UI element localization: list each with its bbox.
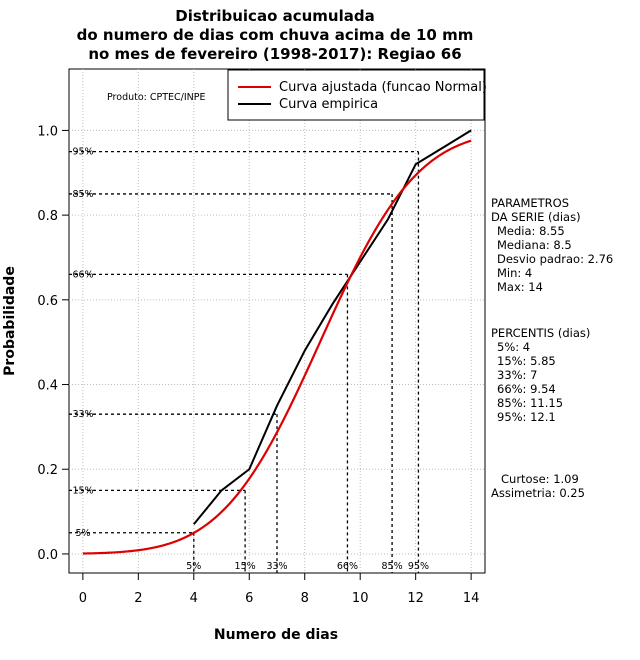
x-axis-label: Numero de dias <box>214 627 338 643</box>
fitted-normal-curve <box>82 139 472 555</box>
y-tick-label: 0.8 <box>37 209 58 224</box>
percentile-x-label: 5% <box>186 561 201 572</box>
empirical-curve <box>193 129 472 525</box>
y-axis-label: Probabilidade <box>2 266 18 376</box>
param-media: Media: 8.55 <box>497 224 565 238</box>
percentil-15: 15%: 5.85 <box>497 354 556 368</box>
legend: Curva ajustada (funcao Normal) Curva emp… <box>227 69 487 121</box>
legend-label-fitted: Curva ajustada (funcao Normal) <box>279 80 487 95</box>
percentis-header: PERCENTIS (dias) <box>491 326 590 340</box>
x-tick-label: 10 <box>352 591 369 606</box>
param-max: Max: 14 <box>497 280 543 294</box>
y-axis-ticks: 0.0 0.2 0.4 0.6 0.8 1.0 <box>37 124 69 563</box>
parametros-header-line-1: PARAMETROS <box>491 196 569 210</box>
x-axis-ticks: 0 2 4 6 8 10 12 14 <box>79 573 480 606</box>
chart-title-line-3: no mes de fevereiro (1998-2017): Regiao … <box>88 45 461 63</box>
percentil-95: 95%: 12.1 <box>497 410 556 424</box>
y-tick-label: 0.4 <box>37 379 58 394</box>
product-label: Produto: CPTEC/INPE <box>107 92 206 103</box>
x-tick-label: 2 <box>134 591 142 606</box>
x-tick-label: 0 <box>79 591 87 606</box>
percentile-x-label: 15% <box>235 561 256 572</box>
percentile-x-label: 33% <box>266 561 287 572</box>
chart-title-line-2: do numero de dias com chuva acima de 10 … <box>77 26 474 44</box>
y-tick-label: 1.0 <box>37 124 58 139</box>
plot-frame <box>68 68 486 574</box>
x-tick-label: 12 <box>407 591 424 606</box>
y-tick-label: 0.0 <box>37 548 58 563</box>
chart-title-line-1: Distribuicao acumulada <box>175 7 374 25</box>
percentile-reference-lines <box>69 150 420 573</box>
percentile-y-label: 66% <box>72 269 93 280</box>
percentil-5: 5%: 4 <box>497 340 530 354</box>
param-min: Min: 4 <box>497 266 532 280</box>
series-lines <box>82 129 472 555</box>
percentile-y-label: 95% <box>72 147 93 158</box>
percentil-66: 66%: 9.54 <box>497 382 556 396</box>
x-tick-label: 14 <box>463 591 480 606</box>
grid-lines <box>69 69 485 573</box>
y-tick-label: 0.2 <box>37 463 58 478</box>
percentile-x-label: 95% <box>408 561 429 572</box>
percentile-labels: 5% 5% 15% 15% 33% 33% 66% 66% 85% 85% 95% 95% <box>72 147 429 572</box>
param-desvio: Desvio padrao: 2.76 <box>497 252 613 266</box>
side-panel: PARAMETROS DA SERIE (dias) Media: 8.55 M… <box>491 196 613 500</box>
percentile-y-label: 5% <box>75 528 90 539</box>
x-tick-label: 4 <box>190 591 198 606</box>
percentile-x-label: 66% <box>337 561 358 572</box>
curtose: Curtose: 1.09 <box>501 472 579 486</box>
percentil-85: 85%: 11.15 <box>497 396 563 410</box>
parametros-header-line-2: DA SERIE (dias) <box>491 210 581 224</box>
x-tick-label: 6 <box>245 591 253 606</box>
legend-box <box>227 69 485 121</box>
percentile-y-label: 15% <box>72 485 93 496</box>
percentile-y-label: 33% <box>72 409 93 420</box>
x-tick-label: 8 <box>301 591 309 606</box>
percentile-y-label: 85% <box>72 189 93 200</box>
percentile-x-label: 85% <box>382 561 403 572</box>
legend-label-empirical: Curva empirica <box>279 97 378 112</box>
assimetria: Assimetria: 0.25 <box>491 486 585 500</box>
y-tick-label: 0.6 <box>37 294 58 309</box>
param-mediana: Mediana: 8.5 <box>497 238 572 252</box>
percentil-33: 33%: 7 <box>497 368 537 382</box>
